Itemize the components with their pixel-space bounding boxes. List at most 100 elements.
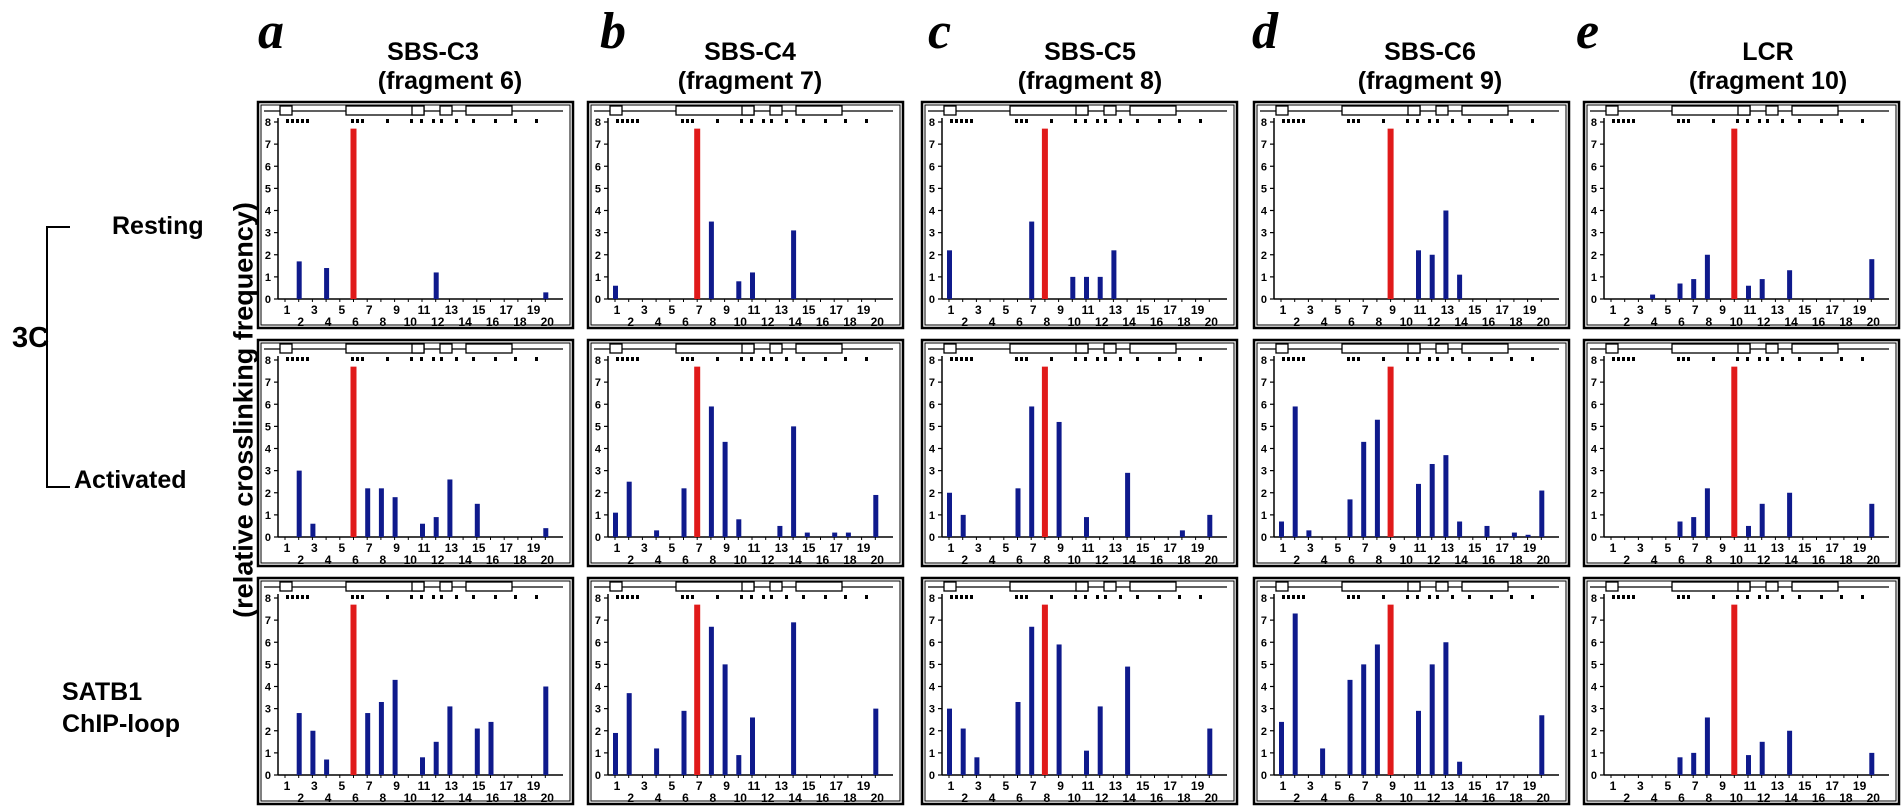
data-bar [832, 532, 838, 537]
y-tick-label: 6 [1591, 161, 1597, 173]
gene-map-exon [1737, 343, 1751, 354]
data-bar [1525, 534, 1531, 537]
gene-map-mark [356, 357, 359, 361]
gene-map-exon [465, 343, 513, 354]
x-tick-label: 20 [1867, 315, 1881, 329]
panel-inner-frame [924, 580, 1235, 802]
gene-map-exon [741, 105, 755, 116]
x-tick-label: 18 [843, 553, 857, 567]
x-tick-label: 17 [1826, 541, 1840, 555]
x-tick-label: 15 [1468, 303, 1482, 317]
column-title-a-subtitle: (fragment 6) [377, 67, 523, 95]
x-tick-label: 4 [655, 315, 662, 329]
gene-map-mark [432, 357, 435, 361]
gene-map-mark [494, 357, 497, 361]
gene-map-exon [439, 581, 453, 592]
anchor-bar [1387, 128, 1394, 299]
data-bar [296, 261, 302, 299]
gene-map-mark [1677, 119, 1680, 123]
gene-map-mark [1025, 119, 1028, 123]
data-bar [1691, 517, 1697, 537]
x-tick-label: 8 [1044, 553, 1051, 567]
gene-map-mark [1302, 357, 1305, 361]
y-tick-label: 1 [265, 748, 271, 760]
x-tick-label: 7 [1030, 779, 1037, 793]
anchor-bar [694, 366, 701, 537]
gene-map-mark [1746, 119, 1749, 123]
x-tick-label: 20 [1205, 791, 1219, 805]
x-tick-label: 15 [1798, 303, 1812, 317]
gene-map-mark [1840, 357, 1843, 361]
data-bar [947, 708, 952, 775]
y-tick-label: 2 [595, 250, 601, 262]
x-tick-label: 1 [948, 303, 955, 317]
x-tick-label: 11 [418, 779, 431, 793]
gene-map-mark [1297, 119, 1300, 123]
gene-map-mark [455, 595, 458, 599]
gene-map-mark [472, 595, 475, 599]
gene-map-mark [824, 595, 827, 599]
x-tick-label: 4 [1321, 553, 1328, 567]
gene-map-mark [1510, 357, 1513, 361]
gene-map-exon [1605, 343, 1619, 354]
y-tick-label: 6 [929, 637, 935, 649]
y-tick-label: 5 [1591, 421, 1597, 433]
x-tick-label: 19 [857, 541, 871, 555]
x-tick-label: 3 [1307, 541, 1314, 555]
data-bar [1361, 664, 1367, 775]
data-bar [1097, 276, 1103, 299]
gene-map-mark [1292, 119, 1295, 123]
gene-map-mark [1627, 595, 1630, 599]
gene-map-mark [1287, 357, 1290, 361]
gene-map-mark [1840, 595, 1843, 599]
y-tick-label: 7 [595, 377, 601, 389]
gene-map-mark [1758, 595, 1761, 599]
x-tick-label: 12 [431, 315, 445, 329]
gene-map-mark [1020, 119, 1023, 123]
gene-map-mark [1840, 119, 1843, 123]
data-bar [420, 757, 425, 775]
gene-map-mark [1416, 595, 1419, 599]
gene-map-mark [1302, 119, 1305, 123]
row-label-satb1-line1: SATB1 [62, 678, 143, 706]
anchor-bar [350, 366, 357, 537]
gene-map-exon [609, 105, 623, 116]
gene-map-exon [1737, 581, 1751, 592]
x-tick-label: 1 [1280, 541, 1287, 555]
gene-map-exon [1435, 105, 1449, 116]
data-bar [1539, 715, 1545, 775]
gene-map-mark [1781, 357, 1784, 361]
gene-map-exon [1605, 581, 1619, 592]
y-tick-label: 0 [1591, 770, 1597, 782]
anchor-bar [350, 604, 357, 775]
y-tick-label: 4 [265, 682, 272, 694]
y-tick-label: 6 [265, 637, 271, 649]
gene-map-mark [1406, 595, 1409, 599]
gene-map-mark [1617, 595, 1620, 599]
gene-map-mark [1510, 595, 1513, 599]
gene-map-exon [609, 343, 623, 354]
data-bar [1416, 710, 1421, 775]
x-tick-label: 18 [513, 553, 527, 567]
data-bar [447, 479, 453, 537]
gene-map-exon [1129, 105, 1177, 116]
x-tick-label: 2 [627, 553, 634, 567]
panel-frame [256, 576, 575, 806]
gene-map-mark [1451, 119, 1454, 123]
gene-map-mark [1746, 357, 1749, 361]
x-tick-label: 13 [775, 303, 789, 317]
panel-frame [1582, 576, 1901, 806]
anchor-bar [1731, 128, 1738, 299]
x-tick-label: 6 [1678, 553, 1685, 567]
gene-map-mark [361, 595, 364, 599]
gene-map-mark [1682, 119, 1685, 123]
panel-inner-frame [1586, 342, 1897, 564]
x-tick-label: 4 [325, 791, 332, 805]
panel-letter-c: c [928, 3, 952, 60]
gene-map-mark [1736, 119, 1739, 123]
y-tick-label: 1 [595, 748, 601, 760]
gene-map-mark [686, 357, 689, 361]
x-tick-label: 14 [1784, 791, 1798, 805]
gene-map-exon [1275, 343, 1289, 354]
